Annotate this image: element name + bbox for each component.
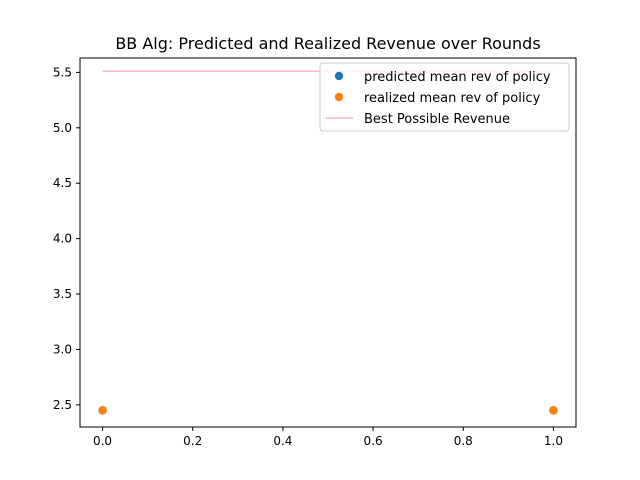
legend-box bbox=[319, 62, 570, 132]
x-tick-label: 1.0 bbox=[544, 434, 563, 448]
y-tick-label: 3.5 bbox=[53, 287, 72, 301]
legend: predicted mean rev of policy realized mea… bbox=[319, 62, 570, 132]
y-tick-label: 3.0 bbox=[53, 342, 72, 356]
data-point-series-1-0 bbox=[98, 406, 107, 415]
chart-title: BB Alg: Predicted and Realized Revenue o… bbox=[115, 34, 540, 53]
legend-marker-1 bbox=[334, 92, 344, 102]
x-tick-label: 0.2 bbox=[183, 434, 202, 448]
legend-label-2: Best Possible Revenue bbox=[364, 112, 510, 127]
legend-label-1: realized mean rev of policy bbox=[364, 91, 541, 106]
legend-label-0: predicted mean rev of policy bbox=[364, 70, 551, 85]
axes-frame bbox=[79, 57, 577, 428]
x-tick-label: 0.4 bbox=[273, 434, 292, 448]
y-tick-label: 4.0 bbox=[53, 232, 72, 246]
data-point-series-1-1 bbox=[549, 406, 558, 415]
y-tick-label: 2.5 bbox=[53, 398, 72, 412]
x-tick-label: 0.0 bbox=[93, 434, 112, 448]
y-tick-label: 4.5 bbox=[53, 176, 72, 190]
axes: 0.0 0.2 0.4 0.6 0.8 1.0 2.5 3.0 3.5 4.0 4.5 5.0 5.5 bbox=[53, 57, 577, 448]
x-tick-label: 0.6 bbox=[364, 434, 383, 448]
legend-marker-0 bbox=[334, 71, 344, 81]
x-tick-label: 0.8 bbox=[454, 434, 473, 448]
y-tick-label: 5.5 bbox=[53, 65, 72, 79]
y-tick-label: 5.0 bbox=[53, 121, 72, 135]
